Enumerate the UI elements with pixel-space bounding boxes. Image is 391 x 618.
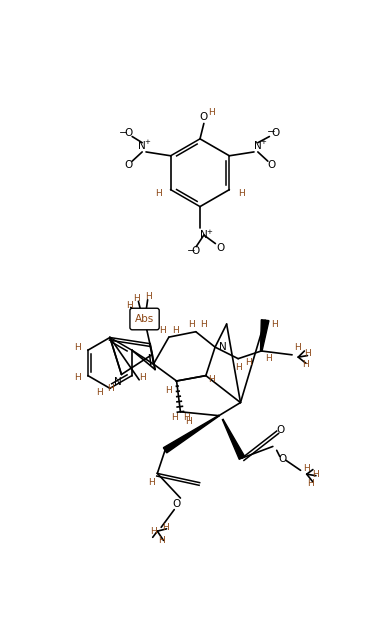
Text: O: O (191, 246, 199, 256)
Text: H: H (161, 523, 169, 532)
Polygon shape (163, 415, 219, 453)
Text: O: O (124, 160, 133, 170)
Text: H: H (148, 478, 154, 487)
Text: H: H (172, 326, 178, 336)
Text: N: N (219, 342, 227, 352)
Text: H: H (209, 375, 215, 384)
Text: O: O (124, 129, 133, 138)
Text: N: N (114, 377, 122, 387)
Text: H: H (165, 386, 172, 395)
Text: H: H (145, 292, 152, 301)
Text: H: H (183, 413, 190, 423)
Text: +: + (206, 229, 212, 235)
Text: N: N (138, 141, 146, 151)
Text: Abs: Abs (135, 314, 154, 324)
Text: H: H (107, 384, 114, 393)
Text: H: H (246, 358, 252, 367)
Text: H: H (158, 536, 165, 545)
Text: H: H (312, 470, 319, 479)
Text: H: H (96, 387, 102, 397)
Text: H: H (208, 108, 215, 117)
FancyBboxPatch shape (130, 308, 159, 330)
Text: H: H (200, 320, 207, 329)
Text: H: H (303, 464, 310, 473)
Text: H: H (133, 294, 140, 303)
Text: O: O (172, 499, 181, 509)
Text: H: H (294, 344, 301, 352)
Polygon shape (222, 420, 245, 459)
Text: O: O (267, 160, 276, 170)
Text: H: H (74, 373, 81, 383)
Text: −: − (187, 246, 195, 256)
Text: H: H (139, 373, 146, 383)
Text: H: H (307, 479, 314, 488)
Text: −: − (118, 129, 127, 138)
Text: H: H (303, 360, 309, 370)
Text: O: O (271, 128, 280, 138)
Text: N: N (200, 230, 208, 240)
Text: H: H (185, 417, 192, 426)
Text: O: O (200, 112, 208, 122)
Text: H: H (171, 413, 178, 423)
Text: H: H (150, 527, 157, 536)
Text: H: H (74, 344, 81, 352)
Text: −: − (267, 127, 275, 137)
Polygon shape (260, 320, 269, 351)
Text: +: + (145, 139, 151, 145)
Text: O: O (216, 243, 224, 253)
Text: H: H (126, 302, 133, 310)
Text: H: H (304, 349, 311, 358)
Text: O: O (278, 454, 286, 464)
Text: H: H (265, 354, 273, 363)
Text: H: H (188, 320, 196, 329)
Text: +: + (260, 139, 266, 145)
Text: H: H (238, 189, 245, 198)
Text: H: H (160, 326, 166, 336)
Text: N: N (254, 141, 262, 151)
Text: H: H (271, 320, 278, 329)
Text: H: H (235, 363, 242, 373)
Text: O: O (276, 425, 285, 434)
Text: H: H (155, 189, 162, 198)
